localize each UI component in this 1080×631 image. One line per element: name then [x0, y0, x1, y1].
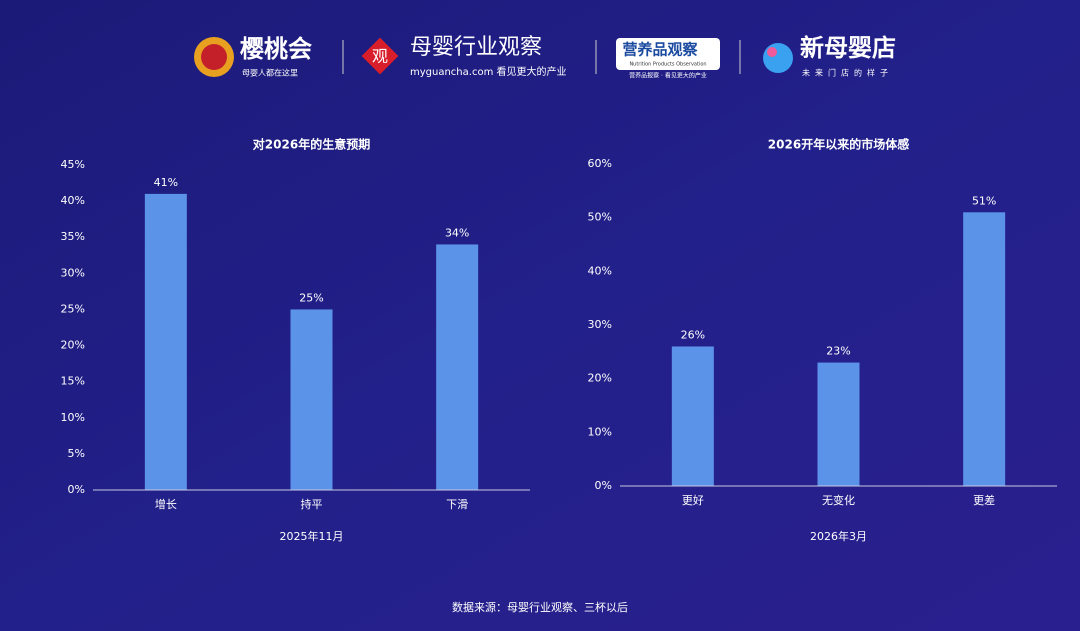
value-label: 41% — [154, 176, 178, 189]
chart-title: 2026开年以来的市场体感 — [768, 137, 909, 152]
y-tick-label: 40% — [61, 194, 85, 207]
value-label: 51% — [972, 194, 996, 207]
y-tick-label: 40% — [588, 264, 612, 277]
x-tick-label: 更好 — [682, 493, 704, 507]
y-tick-label: 50% — [588, 211, 612, 224]
logo4-name: 新母婴店 — [800, 34, 896, 62]
bar — [671, 346, 714, 486]
bar — [144, 193, 187, 490]
y-tick-label: 30% — [588, 318, 612, 331]
bar — [436, 244, 479, 490]
y-tick-label: 25% — [61, 302, 85, 315]
y-tick-label: 10% — [61, 411, 85, 424]
x-tick-label: 持平 — [301, 497, 323, 511]
y-tick-label: 60% — [588, 157, 612, 170]
logo4-tagline: 未来门店的样子 — [802, 68, 893, 78]
logo4-icon-dot — [767, 47, 777, 57]
source-note: 数据来源：母婴行业观察、三杯以后 — [452, 600, 628, 614]
logo3-name: 营养品观察 — [622, 41, 698, 59]
logo1-icon-inner — [201, 44, 227, 70]
logo2-icon — [361, 37, 399, 75]
x-axis-label: 2025年11月 — [280, 529, 344, 543]
bar — [963, 212, 1006, 487]
logo1-tagline: 母婴人都在这里 — [242, 68, 298, 78]
logo2-name: 母婴行业观察 — [410, 35, 542, 60]
y-tick-label: 0% — [68, 483, 85, 496]
logo3-tagline: 营养品报察 · 看见更大的产业 — [629, 72, 707, 80]
x-tick-label: 无变化 — [822, 493, 855, 507]
bar — [290, 309, 333, 490]
y-tick-label: 20% — [588, 372, 612, 385]
value-label: 23% — [826, 345, 850, 358]
x-tick-label: 增长 — [155, 497, 177, 511]
y-tick-label: 35% — [61, 230, 85, 243]
logo1-name: 樱桃会 — [240, 35, 312, 63]
y-tick-label: 0% — [595, 479, 612, 492]
value-label: 34% — [445, 226, 469, 239]
y-tick-label: 30% — [61, 266, 85, 279]
y-tick-label: 15% — [61, 375, 85, 388]
y-tick-label: 10% — [588, 425, 612, 438]
x-axis-label: 2026年3月 — [810, 529, 867, 543]
bar — [817, 362, 860, 486]
value-label: 26% — [681, 328, 705, 341]
value-label: 25% — [299, 291, 323, 304]
chart-title: 对2026年的生意预期 — [253, 137, 370, 152]
y-tick-label: 20% — [61, 339, 85, 352]
logo2-icon-text: 观 — [372, 47, 388, 66]
header: 樱桃会 母婴人都在这里 观 母婴行业观察 myguancha.com 看见更大的… — [194, 34, 896, 80]
logo3-box — [616, 38, 720, 70]
logo4-icon — [763, 43, 793, 73]
y-tick-label: 5% — [68, 447, 85, 460]
y-tick-label: 45% — [61, 158, 85, 171]
logo3-sub: Nutrition Products Observation — [629, 62, 706, 68]
x-tick-label: 更差 — [973, 493, 995, 507]
logo2-tagline: myguancha.com 看见更大的产业 — [410, 65, 567, 78]
x-tick-label: 下滑 — [446, 498, 468, 511]
